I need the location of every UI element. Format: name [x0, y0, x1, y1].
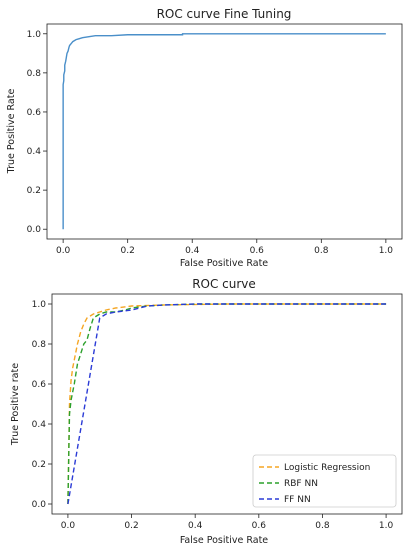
chart-2-series [67, 303, 387, 505]
chart-1-title: ROC curve Fine Tuning [157, 7, 292, 21]
series-line-logistic-regression [67, 303, 387, 505]
y-tick-label: 1.0 [32, 300, 47, 310]
x-tick-label: 0.6 [252, 521, 267, 531]
x-tick-label: 0.0 [56, 246, 71, 256]
y-tick-label: 1.0 [27, 30, 42, 40]
legend-label: RBF NN [284, 479, 318, 489]
y-tick-label: 0.6 [27, 108, 42, 118]
x-tick-label: 0.4 [185, 246, 200, 256]
y-tick-label: 0.2 [32, 460, 46, 470]
chart-2-legend: Logistic Regression RBF NN FF NN [252, 454, 397, 508]
legend-items: Logistic Regression RBF NN FF NN [259, 463, 370, 505]
x-tick-label: 1.0 [379, 521, 394, 531]
x-tick-label: 0.4 [188, 521, 203, 531]
chart-2-title: ROC curve [192, 277, 256, 291]
chart-1-series [62, 33, 386, 230]
y-tick-label: 0.2 [27, 186, 41, 196]
chart-2-ticks: 0.0 0.2 0.4 0.6 0.8 1.0 0.0 0.2 0.4 0.6 0.8 1.0 [32, 300, 394, 531]
chart-fine-tuning: ROC curve Fine Tuning 0.0 0.2 0.4 0.6 0.8 1.0… [6, 7, 403, 269]
series-line-ff-nn [67, 303, 387, 505]
y-tick-label: 0.4 [27, 147, 42, 157]
legend-label: FF NN [284, 495, 311, 505]
y-tick-label: 0.6 [32, 380, 47, 390]
y-tick-label: 0.0 [32, 500, 47, 510]
x-tick-label: 0.0 [61, 521, 76, 531]
y-tick-label: 0.8 [27, 69, 42, 79]
legend-box [252, 454, 397, 508]
x-tick-label: 0.2 [121, 246, 135, 256]
series-line-curve [62, 33, 386, 230]
x-tick-label: 1.0 [379, 246, 394, 256]
chart-1-ticks: 0.0 0.2 0.4 0.6 0.8 1.0 0.0 0.2 0.4 0.6 0.8 1.0 [27, 30, 394, 256]
chart-1-plot-area [46, 23, 403, 240]
chart-1-y-axis-label: True Positive Rate [6, 89, 17, 175]
x-tick-label: 0.8 [314, 246, 329, 256]
chart-2-y-axis-label: True Positive rate [10, 363, 21, 446]
x-tick-label: 0.6 [250, 246, 265, 256]
y-tick-label: 0.4 [32, 420, 47, 430]
legend-label: Logistic Regression [284, 463, 370, 473]
x-tick-label: 0.8 [315, 521, 330, 531]
chart-2-x-axis-label: False Positive Rate [180, 535, 268, 546]
y-tick-label: 0.0 [27, 225, 42, 235]
y-tick-label: 0.8 [32, 340, 47, 350]
x-tick-label: 0.2 [124, 521, 138, 531]
series-line-rbf-nn [67, 303, 387, 505]
chart-1-x-axis-label: False Positive Rate [180, 258, 268, 269]
chart-roc: ROC curve 0.0 0.2 0.4 0.6 0.8 1.0 0.0 0.2 0.4 0.6… [10, 277, 403, 546]
